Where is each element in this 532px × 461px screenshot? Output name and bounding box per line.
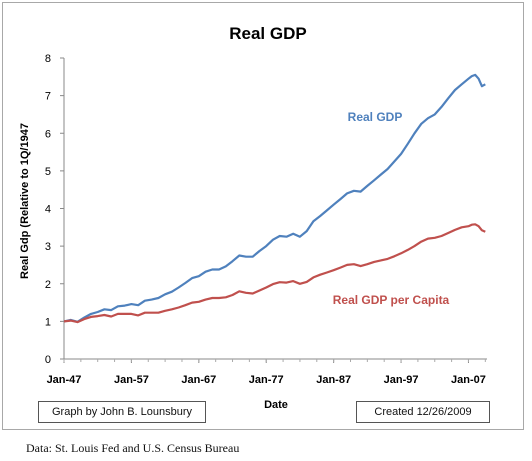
- y-axis-label: Real Gdp (Relative to 1Q/1947: [19, 123, 31, 279]
- y-tick-label: 4: [45, 204, 51, 216]
- series-label-real-gdp: Real GDP: [348, 110, 403, 124]
- y-tick-label: 5: [45, 166, 51, 178]
- x-tick-label: Jan-07: [451, 374, 486, 386]
- series-line-real-gdp-per-capita: [63, 223, 486, 324]
- x-tick-label: Jan-97: [384, 374, 419, 386]
- y-tick-label: 7: [45, 91, 51, 103]
- y-tick-label: 0: [45, 354, 51, 366]
- data-source-note: Data: St. Louis Fed and U.S. Census Bure…: [26, 441, 240, 455]
- x-tick-label: Jan-47: [47, 374, 82, 386]
- x-axis-label: Date: [264, 399, 288, 411]
- credit-box: Graph by John B. Lounsbury: [38, 401, 206, 423]
- y-tick-label: 8: [45, 53, 51, 65]
- series-lines: [63, 73, 486, 324]
- x-tick-label: Jan-77: [249, 374, 284, 386]
- axes: 0 1 2 3 4 5 6 7 8 Jan-47 Jan-57 Jan-67 Jan-77 Jan-87 J…: [45, 53, 487, 386]
- created-date-box: Created 12/26/2009: [356, 401, 490, 423]
- chart-title: Real GDP: [229, 24, 306, 43]
- y-tick-label: 6: [45, 128, 51, 140]
- y-tick-label: 2: [45, 279, 51, 291]
- created-date-text: Created 12/26/2009: [374, 406, 472, 418]
- credit-text: Graph by John B. Lounsbury: [51, 406, 193, 418]
- series-line-real-gdp: [63, 73, 486, 323]
- y-tick-label: 1: [45, 316, 51, 328]
- series-label-real-gdp-per-capita: Real GDP per Capita: [333, 293, 450, 307]
- x-tick-label: Jan-57: [114, 374, 149, 386]
- y-tick-label: 3: [45, 241, 51, 253]
- x-tick-label: Jan-87: [316, 374, 351, 386]
- x-tick-label: Jan-67: [181, 374, 216, 386]
